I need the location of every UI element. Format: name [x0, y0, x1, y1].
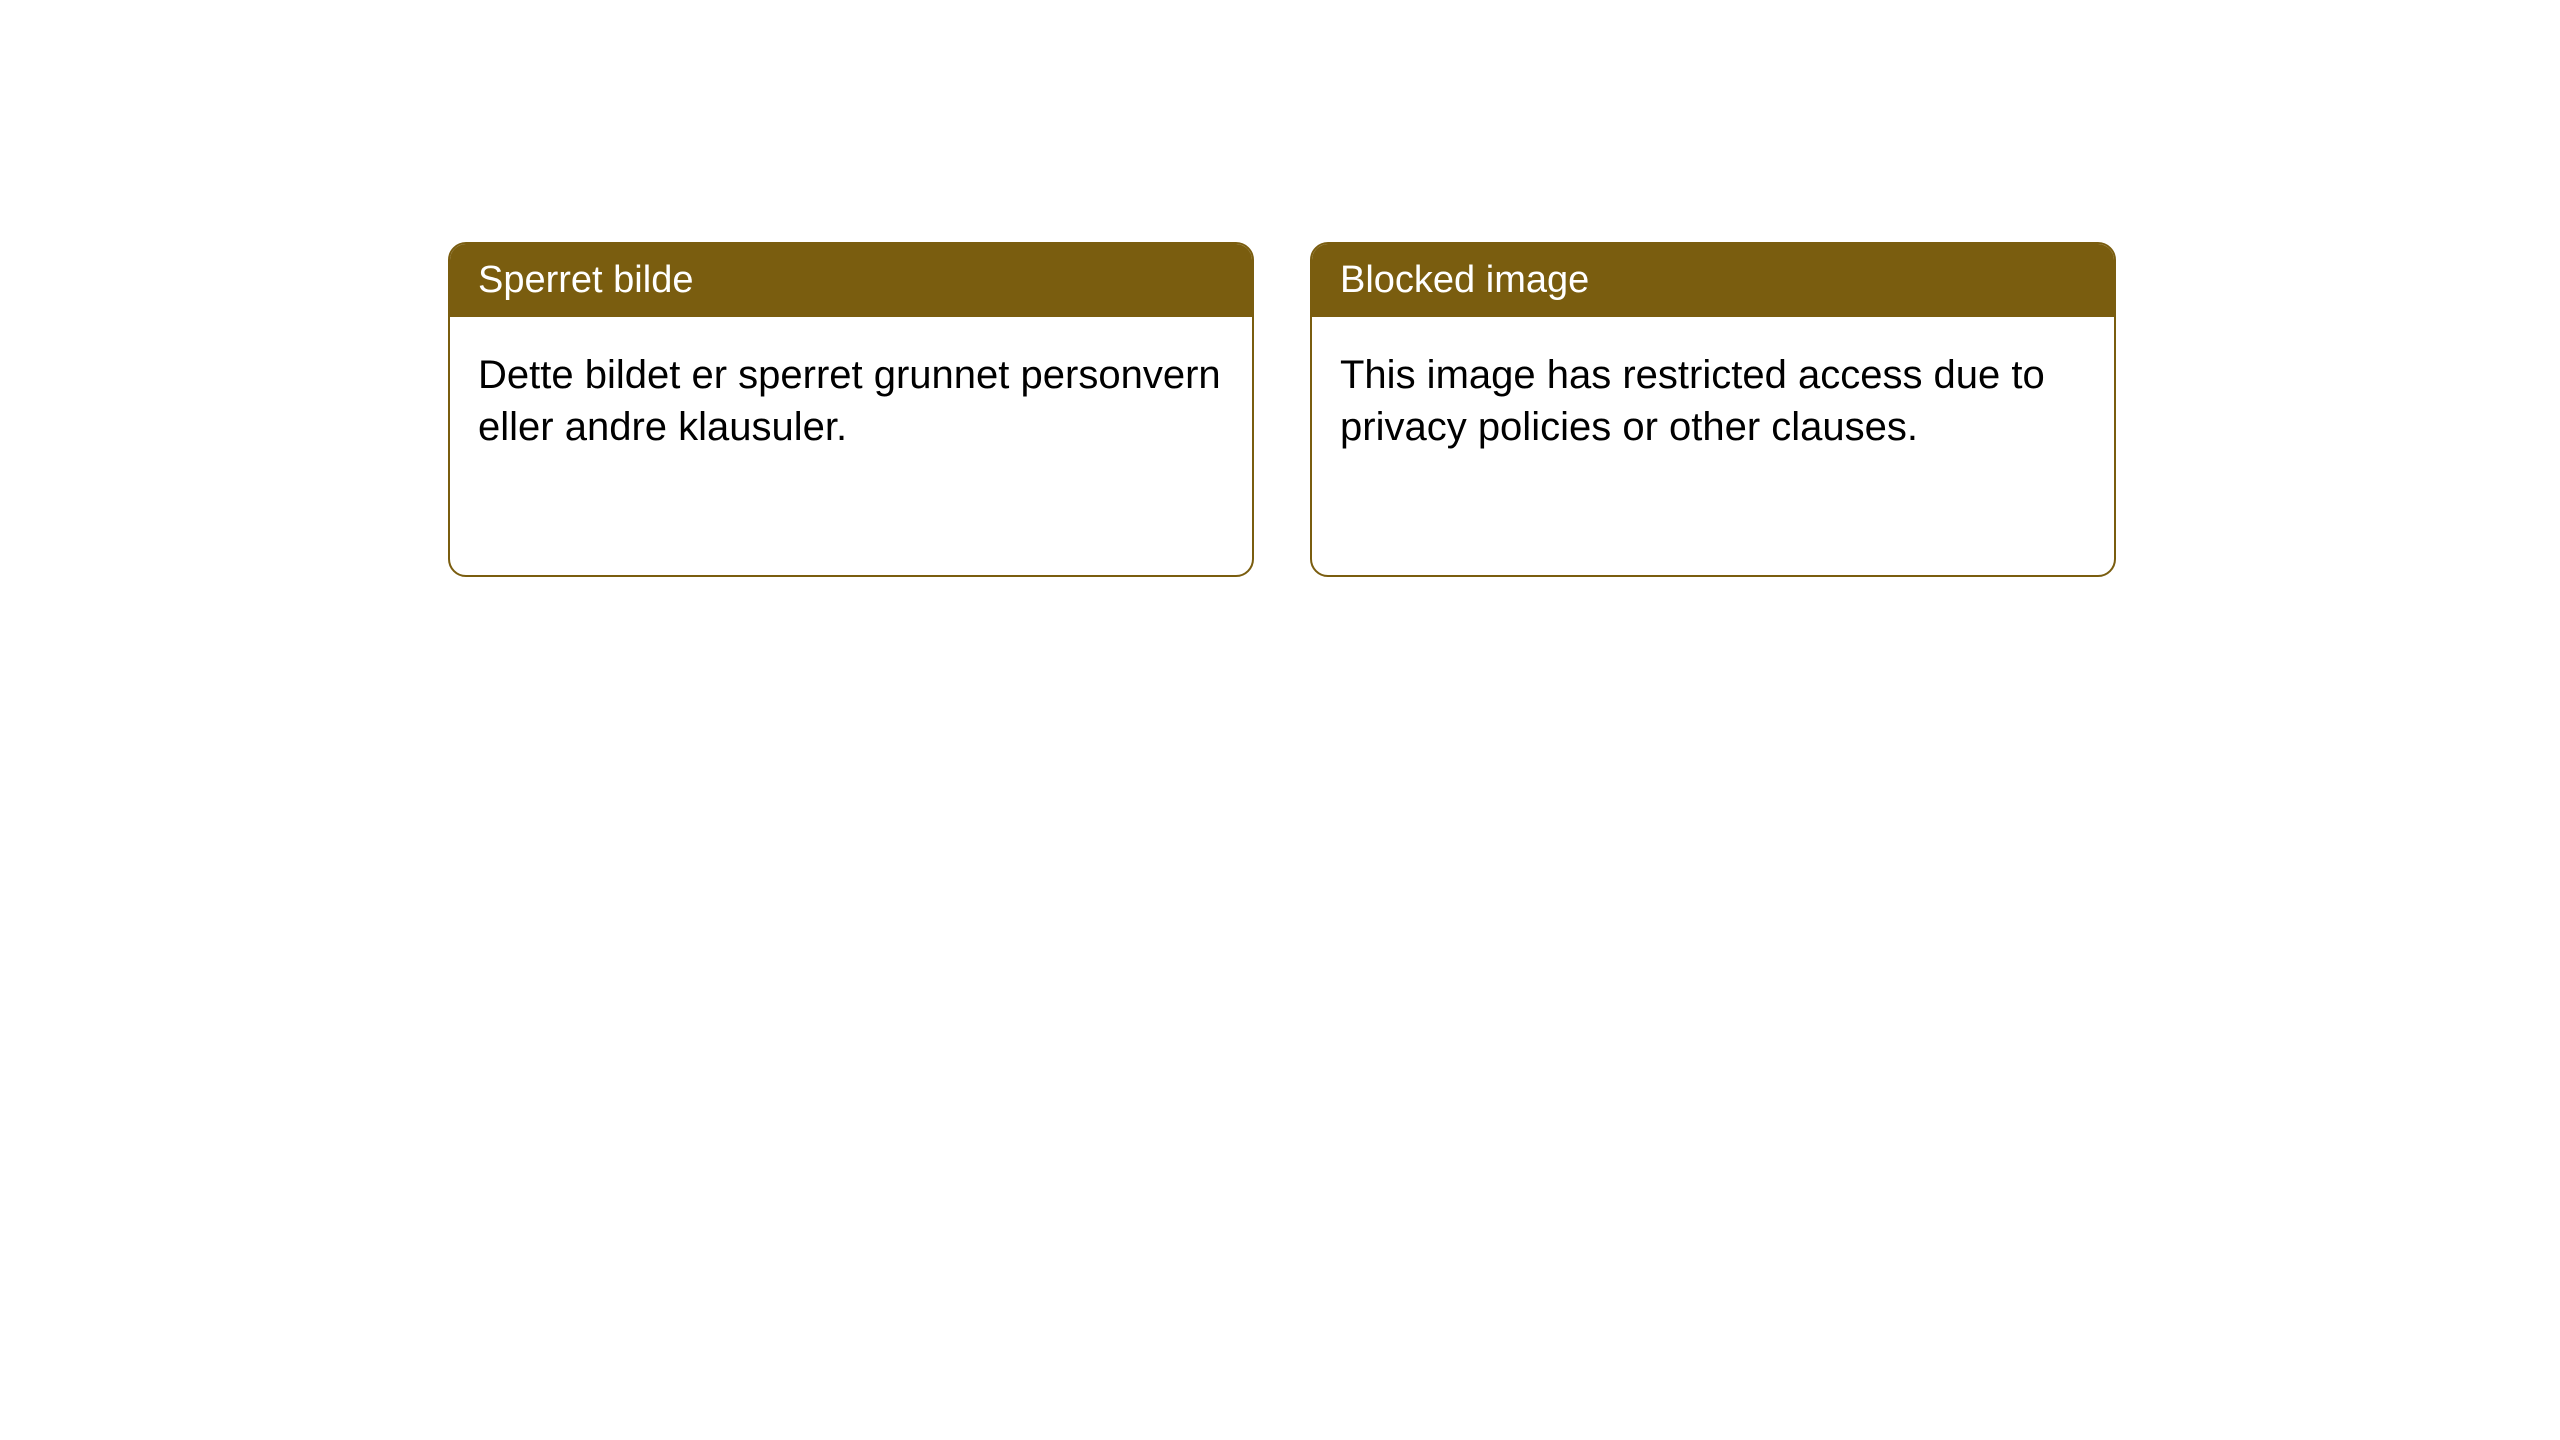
notice-card-norwegian: Sperret bilde Dette bildet er sperret gr… [448, 242, 1254, 577]
card-body-text: This image has restricted access due to … [1312, 317, 2114, 485]
card-header: Sperret bilde [450, 244, 1252, 317]
notice-card-english: Blocked image This image has restricted … [1310, 242, 2116, 577]
card-body-text: Dette bildet er sperret grunnet personve… [450, 317, 1252, 485]
card-header: Blocked image [1312, 244, 2114, 317]
notice-cards-container: Sperret bilde Dette bildet er sperret gr… [448, 242, 2116, 577]
